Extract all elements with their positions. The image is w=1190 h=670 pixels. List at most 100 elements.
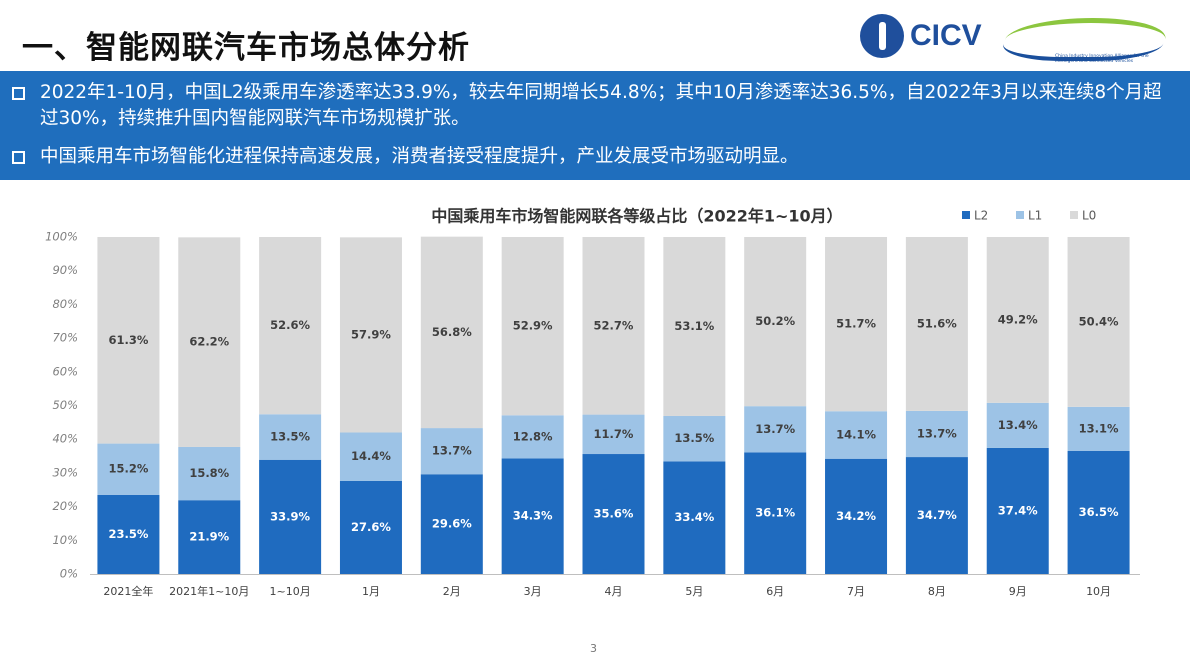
bar-segment xyxy=(259,237,322,415)
bar-segment xyxy=(825,411,888,459)
data-label: 50.4% xyxy=(1079,314,1119,328)
summary-band xyxy=(0,71,1190,180)
data-label: 33.9% xyxy=(270,509,310,523)
legend-label: L1 xyxy=(1028,209,1042,223)
data-label: 34.2% xyxy=(836,509,876,523)
bar-segment xyxy=(582,454,645,574)
x-tick-label: 3月 xyxy=(524,585,542,598)
data-label: 13.7% xyxy=(755,422,795,436)
y-tick-label: 20% xyxy=(52,499,78,513)
x-tick-label: 7月 xyxy=(847,585,865,598)
data-label: 36.1% xyxy=(755,506,795,520)
data-label: 37.4% xyxy=(998,503,1038,517)
x-tick-label: 1~10月 xyxy=(270,585,311,598)
data-label: 34.3% xyxy=(513,509,553,523)
y-tick-label: 100% xyxy=(45,230,78,244)
data-label: 57.9% xyxy=(351,327,391,341)
x-tick-label: 6月 xyxy=(766,585,784,598)
bar-segment xyxy=(97,237,160,444)
bar-segment xyxy=(1067,450,1130,574)
data-label: 53.1% xyxy=(674,319,714,333)
bar-segment xyxy=(97,443,160,495)
y-tick-label: 50% xyxy=(52,398,78,412)
data-label: 52.9% xyxy=(513,319,553,333)
x-tick-label: 2021全年 xyxy=(103,584,153,598)
x-tick-label: 2021年1~10月 xyxy=(169,584,249,598)
data-label: 27.6% xyxy=(351,520,391,534)
bullet: 中国乘用车市场智能化进程保持高速发展，消费者接受程度提升，产业发展受市场驱动明显… xyxy=(12,144,1180,170)
bar-segment xyxy=(420,236,483,429)
bar-segment xyxy=(582,414,645,455)
bar-segment xyxy=(339,480,402,574)
bar-segment xyxy=(986,237,1049,403)
data-label: 12.8% xyxy=(513,429,553,443)
data-label: 11.7% xyxy=(594,427,634,441)
bullet: 2022年1-10月，中国L2级乘用车渗透率达33.9%，较去年同期增长54.8… xyxy=(12,80,1180,132)
data-label: 13.7% xyxy=(432,444,472,458)
x-tick-label: 9月 xyxy=(1009,585,1027,598)
y-tick-label: 0% xyxy=(60,567,78,581)
bar-segment xyxy=(905,237,968,411)
data-label: 23.5% xyxy=(108,527,148,541)
data-label: 21.9% xyxy=(189,530,229,544)
data-label: 52.6% xyxy=(270,318,310,332)
legend-swatch xyxy=(962,211,970,219)
bar-segment xyxy=(986,447,1049,574)
data-label: 49.2% xyxy=(998,312,1038,326)
y-tick-label: 30% xyxy=(52,465,78,479)
x-tick-label: 5月 xyxy=(685,585,703,598)
logo-text: CICV xyxy=(910,19,982,52)
chart-title: 中国乘用车市场智能网联各等级占比（2022年1~10月） xyxy=(431,207,842,226)
caicv-logo: China Industry Innovation Alliance for t… xyxy=(997,14,1173,64)
data-label: 15.8% xyxy=(189,466,229,480)
bar-segment xyxy=(905,410,968,458)
bar-segment xyxy=(663,237,726,416)
alliance-text: China Industry Innovation Alliance for t… xyxy=(1055,54,1149,64)
bar-segment xyxy=(825,237,888,412)
data-label: 33.4% xyxy=(674,510,714,524)
legend-label: L2 xyxy=(974,209,988,223)
bar-segment xyxy=(339,432,402,481)
bar-segment xyxy=(259,414,322,460)
data-label: 34.7% xyxy=(917,508,957,522)
legend-label: L0 xyxy=(1082,209,1096,223)
data-label: 13.5% xyxy=(270,430,310,444)
bar-segment xyxy=(501,415,564,459)
legend-swatch xyxy=(1070,211,1078,219)
bar-segment xyxy=(339,237,402,433)
data-label: 14.1% xyxy=(836,427,876,441)
x-tick-label: 2月 xyxy=(443,585,461,598)
data-label: 56.8% xyxy=(432,325,472,339)
data-label: 15.2% xyxy=(108,462,148,476)
data-label: 13.5% xyxy=(674,431,714,445)
slide-title: 一、智能网联汽车市场总体分析 xyxy=(22,30,470,66)
cicv-logo: CICV xyxy=(860,14,982,58)
bar-segment xyxy=(420,474,483,574)
bar-segment xyxy=(986,402,1049,448)
page-number: 3 xyxy=(590,642,597,655)
bar-segment xyxy=(420,428,483,475)
data-label: 61.3% xyxy=(108,333,148,347)
bar-segment xyxy=(744,406,807,453)
data-label: 62.2% xyxy=(189,335,229,349)
y-tick-label: 40% xyxy=(52,432,78,446)
logo-mark xyxy=(860,14,904,58)
bar-segment xyxy=(97,494,160,574)
bar-segment xyxy=(1067,406,1130,451)
y-tick-label: 90% xyxy=(52,263,78,277)
bar-segment xyxy=(582,237,645,415)
bar-segment xyxy=(905,457,968,574)
bar-segment xyxy=(501,237,564,416)
bar-segment xyxy=(178,237,241,447)
data-label: 13.7% xyxy=(917,426,957,440)
y-tick-label: 60% xyxy=(52,364,78,378)
bar-segment xyxy=(501,458,564,574)
bar-segment xyxy=(663,415,726,462)
data-label: 13.1% xyxy=(1079,421,1119,435)
legend-swatch xyxy=(1016,211,1024,219)
data-label: 51.7% xyxy=(836,317,876,331)
data-label: 29.6% xyxy=(432,517,472,531)
y-tick-label: 80% xyxy=(52,297,78,311)
data-label: 50.2% xyxy=(755,314,795,328)
